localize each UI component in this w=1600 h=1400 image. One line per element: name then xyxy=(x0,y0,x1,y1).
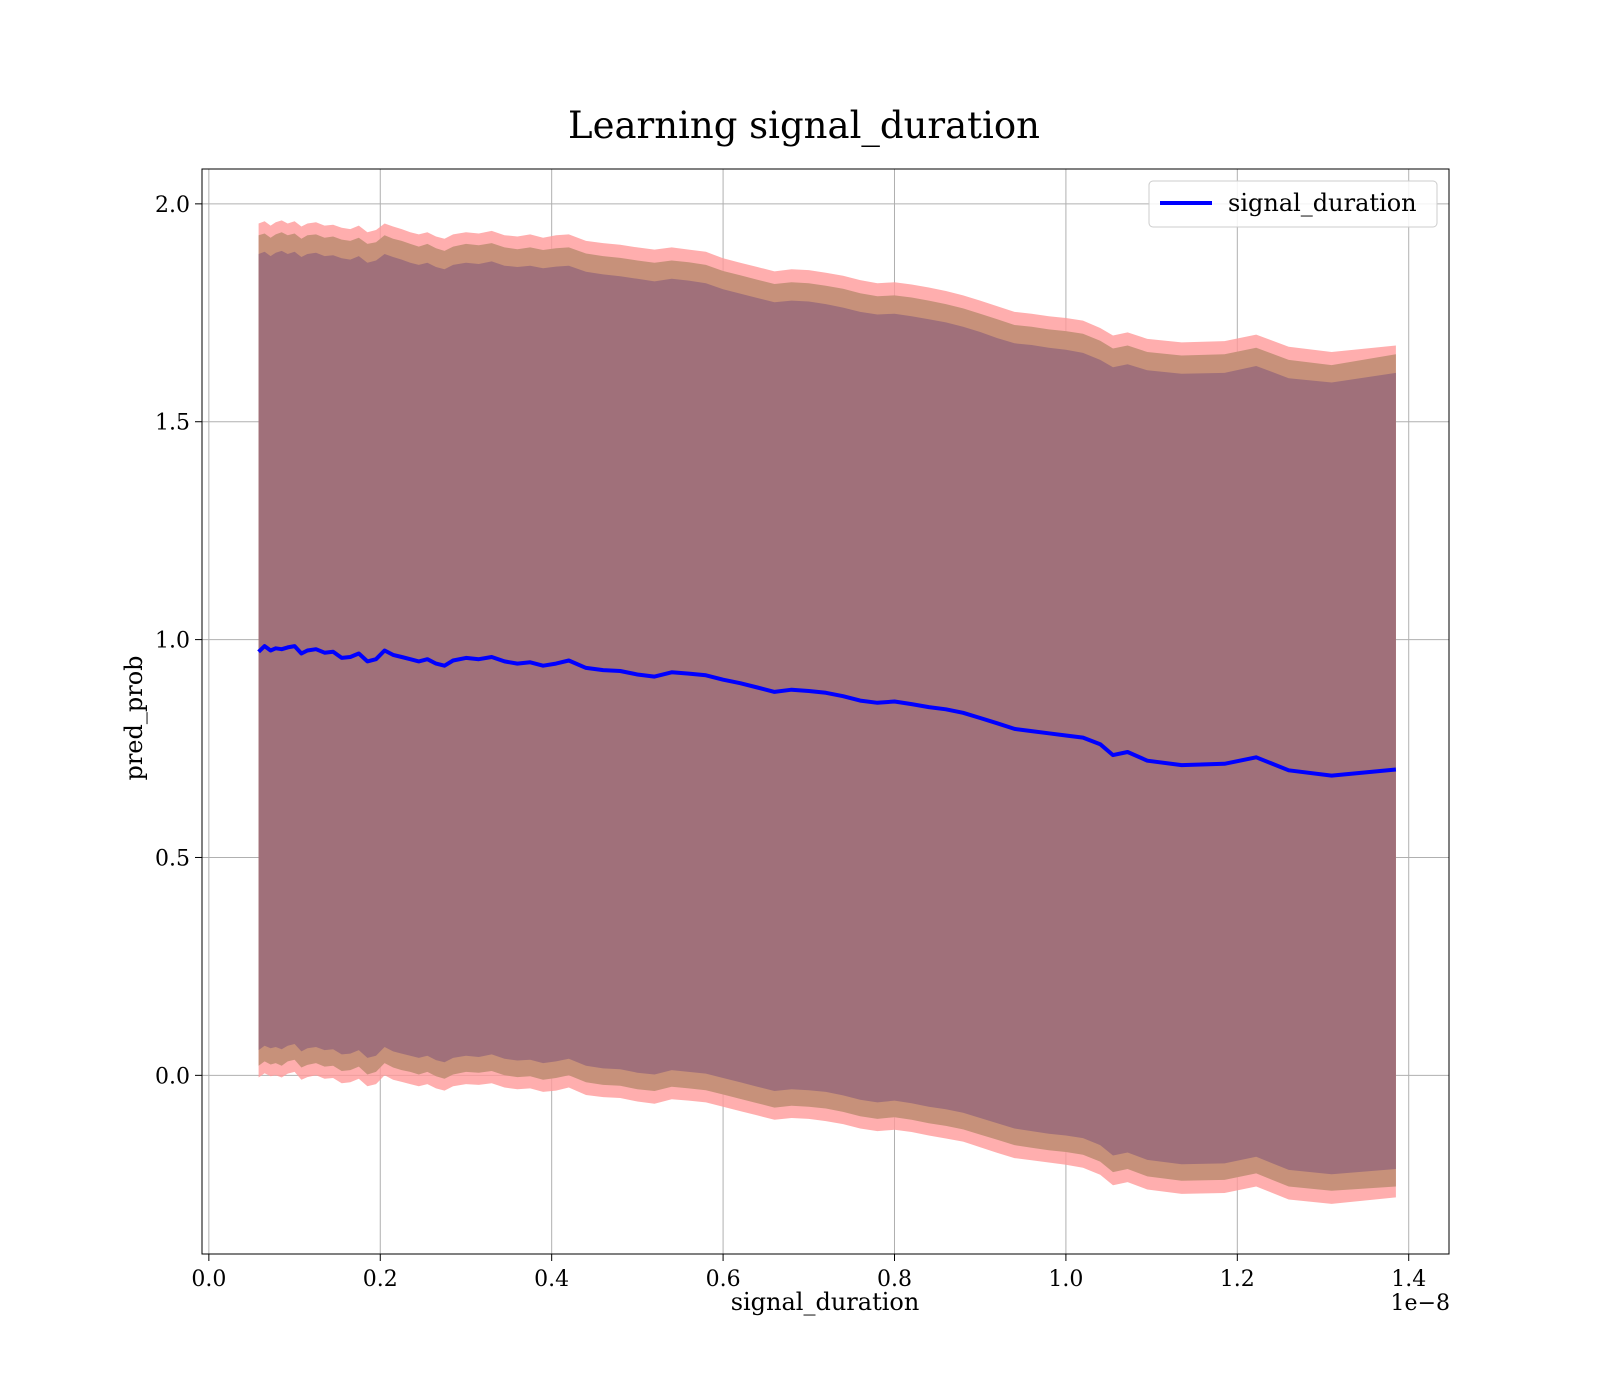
y-tick-label: 0.5 xyxy=(155,846,190,871)
band-inner xyxy=(258,250,1396,1175)
y-tick-label: 2.0 xyxy=(155,193,190,218)
x-tick-label: 1.2 xyxy=(1220,1267,1255,1292)
chart-title: Learning signal_duration xyxy=(568,104,1040,148)
legend-label-signal-duration: signal_duration xyxy=(1228,189,1417,217)
x-tick-label: 1.0 xyxy=(1048,1267,1083,1292)
y-axis-ticks: 0.0 0.5 1.0 1.5 2.0 xyxy=(155,193,202,1089)
series-line-signal-duration xyxy=(257,644,1397,778)
x-axis-ticks: 0.0 0.2 0.4 0.6 0.8 1.0 1.2 1.4 xyxy=(191,1254,1426,1292)
legend: signal_duration xyxy=(1148,180,1438,228)
x-tick-label: 0.4 xyxy=(534,1267,569,1292)
y-tick-label: 0.0 xyxy=(155,1064,190,1089)
x-axis-label: signal_duration xyxy=(731,1288,920,1316)
confidence-bands xyxy=(258,220,1396,1204)
x-tick-label: 0.8 xyxy=(877,1267,912,1292)
plot-frame xyxy=(201,168,1450,1255)
x-tick-label: 0.6 xyxy=(706,1267,741,1292)
y-axis-label: pred_prob xyxy=(120,655,148,780)
x-axis-offset-text: 1e−8 xyxy=(1391,1291,1450,1316)
x-tick-label: 1.4 xyxy=(1391,1267,1426,1292)
x-tick-label: 0.2 xyxy=(363,1267,398,1292)
y-tick-label: 1.5 xyxy=(155,411,190,436)
legend-box xyxy=(1148,180,1438,228)
series-lines xyxy=(257,644,1397,778)
y-tick-label: 1.0 xyxy=(155,629,190,654)
x-tick-label: 0.0 xyxy=(191,1267,226,1292)
